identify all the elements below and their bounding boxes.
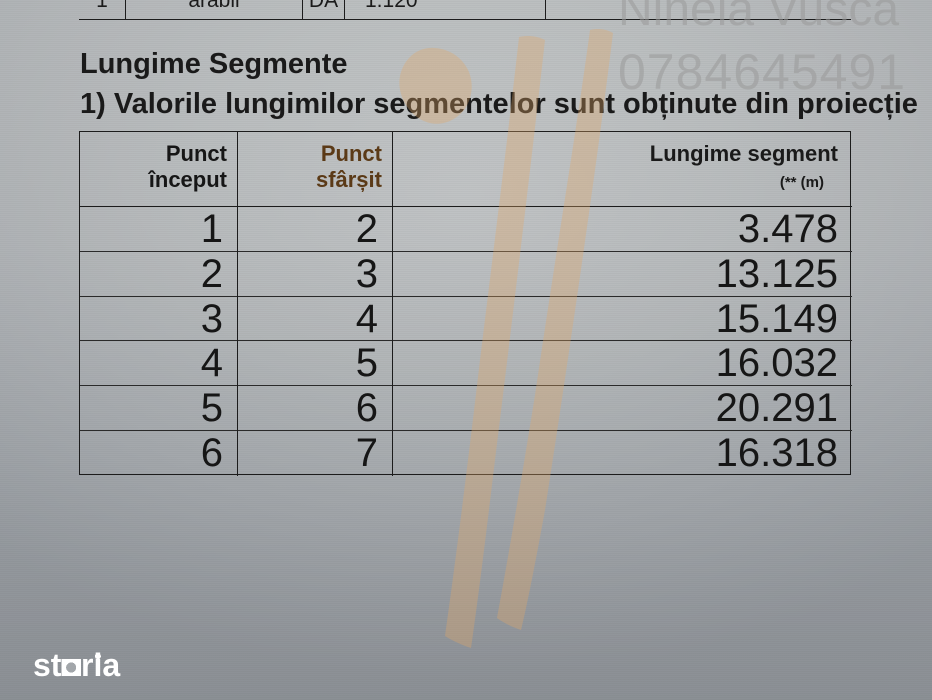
svg-text:a: a (102, 649, 120, 683)
svg-text:s: s (33, 649, 51, 683)
svg-text:r: r (81, 649, 93, 683)
svg-text:t: t (51, 649, 62, 683)
